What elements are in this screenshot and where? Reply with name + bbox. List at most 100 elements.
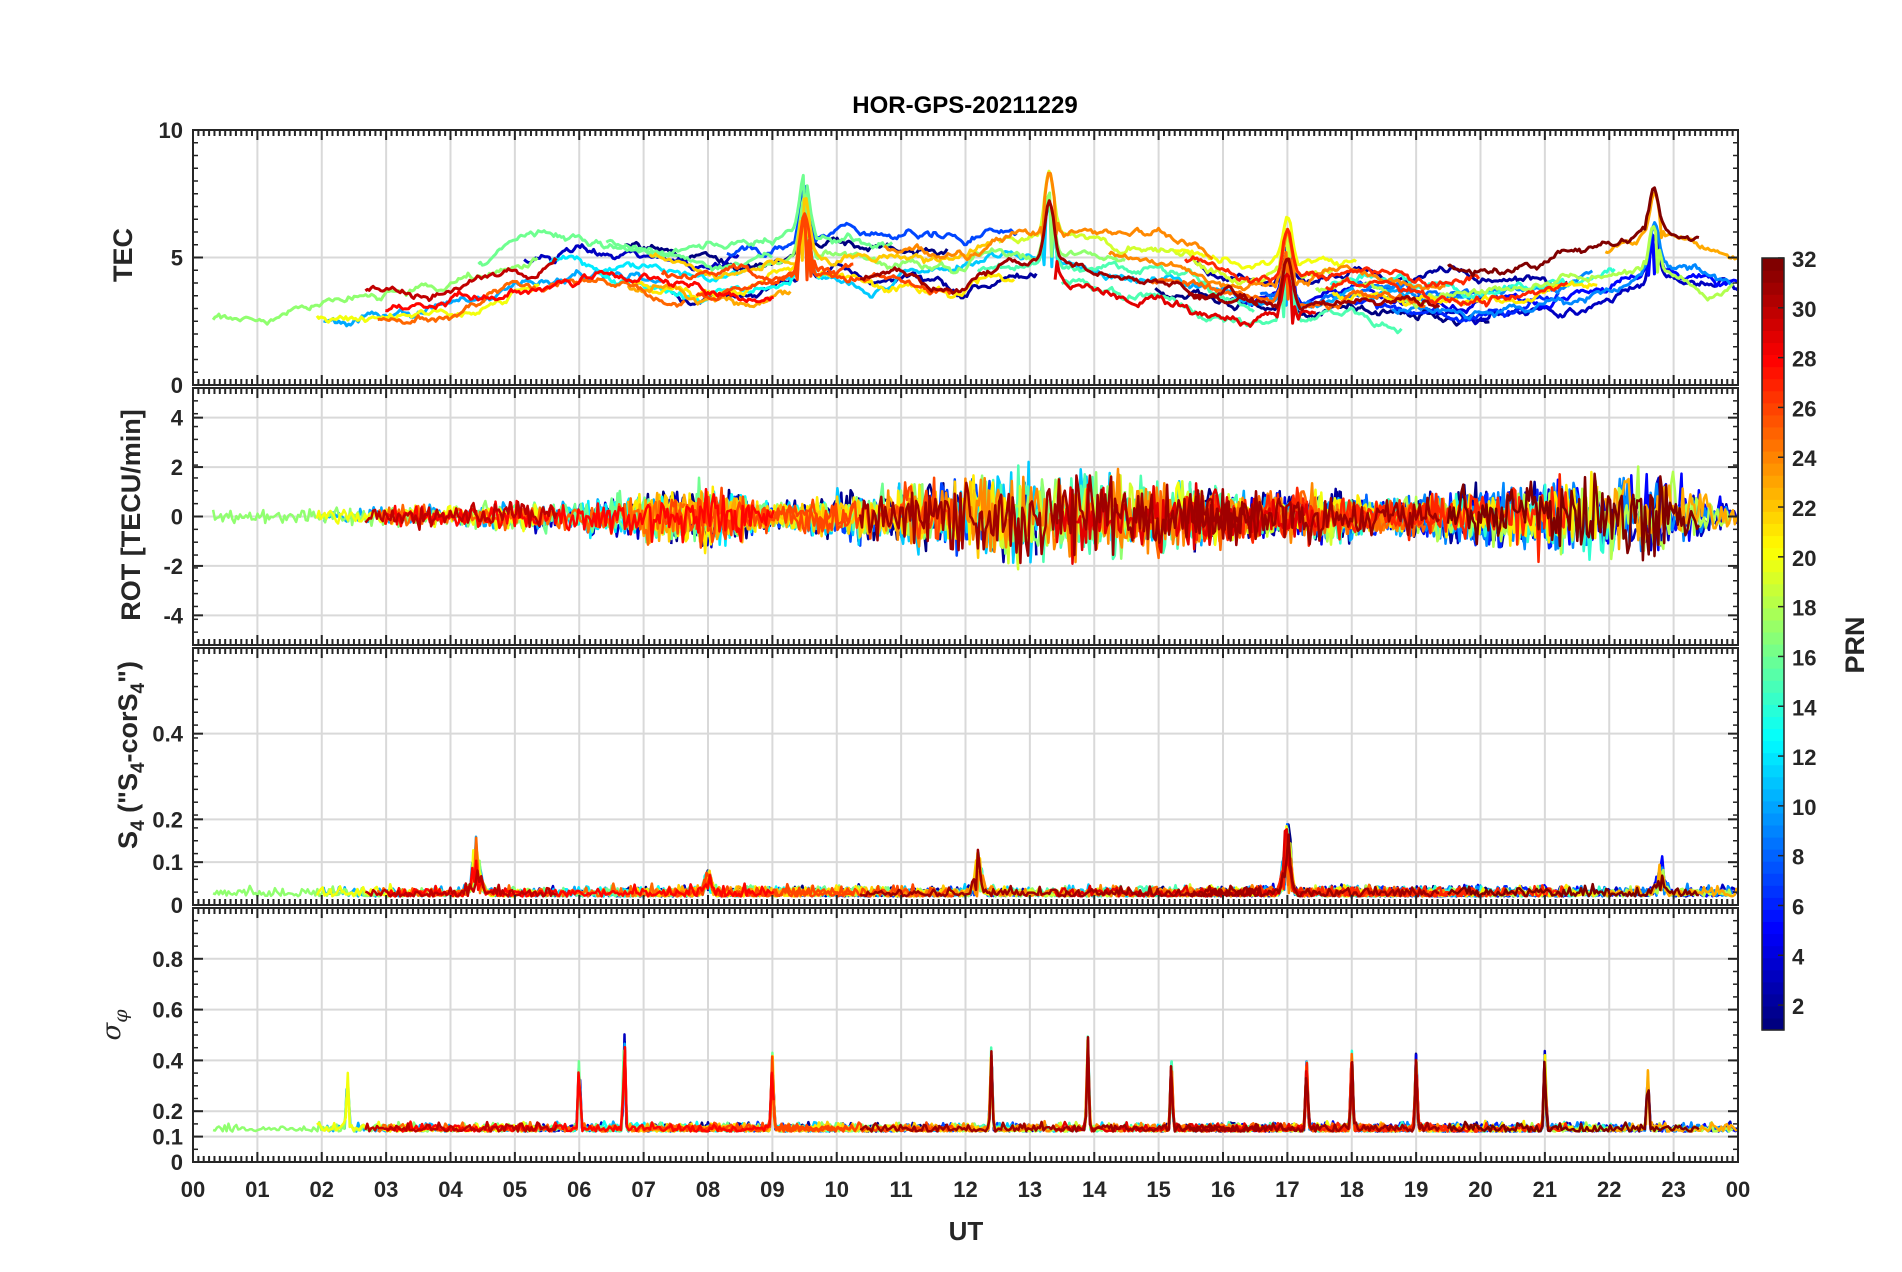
colorbar-swatch	[1762, 318, 1784, 331]
colorbar-swatch	[1762, 475, 1784, 488]
colorbar-swatch	[1762, 740, 1784, 754]
tec-trace-prn-11	[784, 201, 1189, 299]
colorbar-label: PRN	[1840, 616, 1870, 673]
tec-trace-prn-16	[477, 229, 774, 272]
colorbar-swatch	[1762, 981, 1784, 995]
colorbar-swatch	[1762, 909, 1784, 923]
tec-trace-prn-25	[1149, 251, 1426, 311]
colorbar-swatch	[1762, 583, 1784, 597]
colorbar-swatch	[1762, 945, 1784, 959]
tec-trace-prn-30	[364, 257, 558, 302]
sigma-ytick-label: 0	[171, 1150, 183, 1175]
colorbar-swatch	[1762, 897, 1784, 910]
colorbar-swatch	[1762, 993, 1784, 1007]
panel-sigma: 00.10.2 0.4 0.6 0.8	[152, 907, 1739, 1175]
x-tick-label: 12	[953, 1177, 977, 1202]
x-tick-label: 05	[503, 1177, 527, 1202]
colorbar-swatch	[1762, 607, 1784, 621]
colorbar-tick-label: 6	[1792, 894, 1804, 919]
tec-trace-prn-27	[1325, 276, 1569, 308]
x-tick-label: 03	[374, 1177, 398, 1202]
colorbar-swatch	[1762, 511, 1784, 524]
colorbar-swatch	[1762, 656, 1784, 669]
colorbar-swatch	[1762, 933, 1784, 947]
x-tick-label: 04	[438, 1177, 463, 1202]
colorbar-swatch	[1762, 776, 1784, 790]
tec-trace-prn-27	[1183, 227, 1481, 288]
colorbar-swatch	[1762, 294, 1784, 307]
tec-trace-prn-24	[883, 171, 1214, 262]
colorbar-tick-label: 2	[1792, 994, 1804, 1019]
colorbar-tick-label: 10	[1792, 795, 1816, 820]
rot-trace-prn-32	[1446, 472, 1701, 562]
colorbar-swatch	[1762, 704, 1784, 717]
colorbar-swatch	[1762, 728, 1784, 742]
colorbar-swatch	[1762, 499, 1784, 512]
colorbar-swatch	[1762, 644, 1784, 657]
rot-trace-prn-28	[384, 487, 775, 544]
colorbar-swatch	[1762, 800, 1784, 814]
colorbar-swatch	[1762, 619, 1784, 633]
tec-trace-prn-20	[1174, 215, 1357, 270]
s4-ylabel: S4 ("S4-corS4")	[113, 661, 149, 849]
colorbar-tick-label: 28	[1792, 347, 1816, 372]
tec-trace-prn-5	[1493, 233, 1739, 310]
tec-ytick-label: 10	[159, 118, 183, 143]
sigma-ytick-label: 0.6	[152, 998, 183, 1023]
x-tick-label: 01	[245, 1177, 269, 1202]
tec-trace-prn-15	[976, 200, 1255, 313]
colorbar-tick-label: 12	[1792, 745, 1816, 770]
colorbar-swatch	[1762, 752, 1784, 766]
tec-trace-prn-26	[695, 212, 955, 302]
colorbar-swatch	[1762, 692, 1784, 705]
x-tick-label: 17	[1275, 1177, 1299, 1202]
x-tick-label: 02	[310, 1177, 334, 1202]
colorbar-swatch	[1762, 1017, 1784, 1031]
tec-trace-prn-3	[1426, 234, 1739, 326]
tec-trace-prn-31	[860, 199, 1259, 307]
tec-trace-prn-22	[648, 197, 993, 280]
rot-ytick-label: -2	[163, 554, 183, 579]
colorbar-swatch	[1762, 1005, 1784, 1019]
x-tick-label: 07	[631, 1177, 655, 1202]
s4-trace-prn-31	[1187, 833, 1440, 898]
s4-ytick-label: 0.4	[152, 722, 183, 747]
colorbar-swatch	[1762, 378, 1784, 392]
colorbar-swatch	[1762, 885, 1784, 898]
colorbar-swatch	[1762, 957, 1784, 971]
colorbar-swatch	[1762, 282, 1784, 295]
sigma-trace-prn-31	[859, 1035, 1260, 1133]
x-tick-label: 09	[760, 1177, 784, 1202]
colorbar-tick-label: 22	[1792, 496, 1816, 521]
x-tick-label: 14	[1082, 1177, 1107, 1202]
x-tick-label: 18	[1340, 1177, 1364, 1202]
sigma-ytick-label: 0.2	[152, 1099, 183, 1124]
panel-rot: -4 -2 0 2 4	[163, 387, 1739, 646]
colorbar-frame	[1761, 257, 1785, 1031]
colorbar-swatch	[1762, 837, 1784, 850]
colorbar-swatch	[1762, 631, 1784, 645]
tec-trace-prn-25	[377, 277, 686, 325]
tec-trace-prn-12	[548, 254, 746, 283]
rot-ytick-label: 0	[171, 505, 183, 530]
x-tick-label: 16	[1211, 1177, 1235, 1202]
panel-tec: 0 5 10	[159, 118, 1739, 398]
colorbar-swatch	[1762, 547, 1784, 561]
colorbar-swatch	[1762, 414, 1784, 428]
x-tick-label: 21	[1533, 1177, 1557, 1202]
rot-ytick-label: 2	[171, 455, 183, 480]
tec-trace-prn-6	[1352, 291, 1560, 324]
tec-trace-prn-9	[1391, 221, 1733, 321]
tec-trace-prn-20	[315, 283, 540, 324]
tec-ytick-label: 0	[171, 373, 183, 398]
colorbar-swatch	[1762, 354, 1784, 368]
x-tick-label: 00	[181, 1177, 205, 1202]
tec-ytick-label: 5	[171, 246, 183, 271]
x-tick-label: 15	[1146, 1177, 1170, 1202]
tec-ylabel: TEC	[108, 228, 138, 282]
x-tick-label: 19	[1404, 1177, 1428, 1202]
colorbar-swatch	[1762, 426, 1784, 440]
s4-trace-prn-30	[364, 869, 557, 898]
colorbar-swatch	[1762, 969, 1784, 983]
